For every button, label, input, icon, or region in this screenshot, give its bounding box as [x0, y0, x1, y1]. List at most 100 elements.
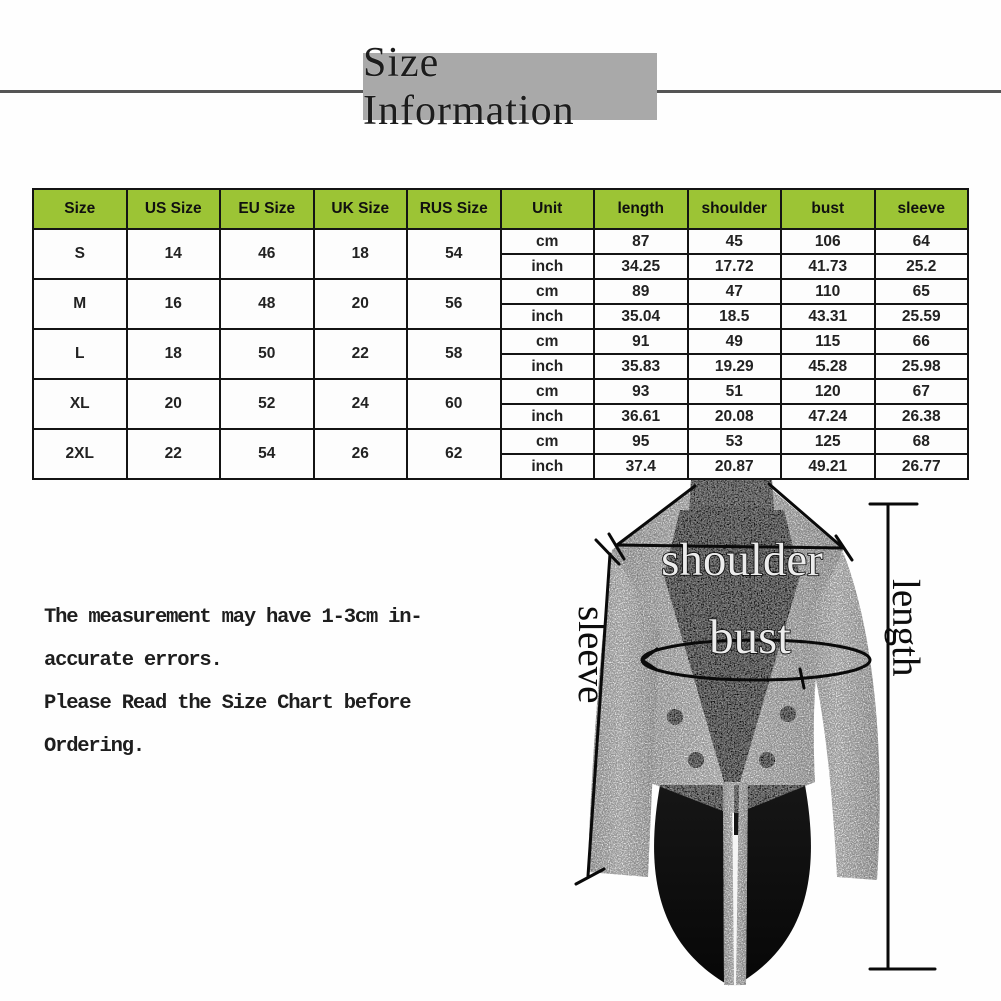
measurement-note: The measurement may have 1-3cm in- accur… — [44, 596, 484, 768]
value-cell: 35.04 — [593, 303, 689, 330]
size-table: Size US Size EU Size UK Size RUS Size Un… — [32, 188, 969, 480]
unit-cell: cm — [499, 228, 595, 255]
value-cell: 45 — [686, 228, 782, 255]
table-row: inch 36.61 20.08 47.24 26.38 — [33, 403, 969, 430]
value-cell: 49 — [686, 328, 782, 355]
value-cell: 95 — [593, 428, 689, 455]
value-cell: 54 — [219, 428, 315, 480]
value-cell: 18.5 — [686, 303, 782, 330]
table-row: inch 37.4 20.87 49.21 26.77 — [33, 453, 969, 480]
value-cell: 54 — [406, 228, 502, 280]
size-cell: L — [32, 328, 128, 380]
note-line: Ordering. — [44, 735, 145, 758]
value-cell: 120 — [780, 378, 876, 405]
value-cell: 41.73 — [780, 253, 876, 280]
title-banner: Size Information — [363, 40, 657, 134]
value-cell: 60 — [406, 378, 502, 430]
value-cell: 48 — [219, 278, 315, 330]
size-cell: XL — [32, 378, 128, 430]
column-header-length: length — [593, 188, 689, 230]
value-cell: 18 — [125, 328, 221, 380]
table-row: L 18 50 22 58 cm 91 49 115 66 — [32, 328, 969, 380]
value-cell: 24 — [312, 378, 408, 430]
value-cell: 22 — [125, 428, 221, 480]
value-cell: 14 — [125, 228, 221, 280]
value-cell: 37.4 — [593, 453, 689, 480]
value-cell: 65 — [873, 278, 969, 305]
value-cell: 50 — [219, 328, 315, 380]
value-cell: 89 — [593, 278, 689, 305]
table-row: S 14 46 18 54 cm 87 45 106 64 — [32, 228, 969, 280]
value-cell: 25.2 — [873, 253, 969, 280]
value-cell: 68 — [873, 428, 969, 455]
jacket-left-tail — [654, 785, 731, 986]
table-row: XL 20 52 24 60 cm 93 51 120 67 — [32, 378, 969, 430]
value-cell: 93 — [593, 378, 689, 405]
value-cell: 67 — [873, 378, 969, 405]
value-cell: 19.29 — [686, 353, 782, 380]
value-cell: 16 — [125, 278, 221, 330]
value-cell: 47 — [686, 278, 782, 305]
note-line: accurate errors. — [44, 649, 223, 672]
length-label: length — [884, 579, 927, 676]
column-header-us-size: US Size — [125, 188, 221, 230]
unit-cell: inch — [499, 253, 595, 280]
size-cell: 2XL — [32, 428, 128, 480]
value-cell: 91 — [593, 328, 689, 355]
value-cell: 36.61 — [593, 403, 689, 430]
column-header-sleeve: sleeve — [873, 188, 969, 230]
table-row: M 16 48 20 56 cm 89 47 110 65 — [32, 278, 969, 330]
value-cell: 35.83 — [593, 353, 689, 380]
table-row: 2XL 22 54 26 62 cm 95 53 125 68 — [32, 428, 969, 480]
jacket-measurement-diagram: shoulder bust sleeve length — [570, 480, 937, 986]
unit-cell: inch — [499, 453, 595, 480]
bust-measure-line — [640, 638, 872, 690]
value-cell: 110 — [780, 278, 876, 305]
unit-cell: cm — [499, 278, 595, 305]
value-cell: 26.77 — [873, 453, 969, 480]
value-cell: 115 — [780, 328, 876, 355]
value-cell: 20 — [125, 378, 221, 430]
value-cell: 22 — [312, 328, 408, 380]
bust-label: bust — [709, 609, 791, 664]
value-cell: 17.72 — [686, 253, 782, 280]
column-header-shoulder: shoulder — [686, 188, 782, 230]
value-cell: 49.21 — [780, 453, 876, 480]
value-cell: 47.24 — [780, 403, 876, 430]
page-title: Size Information — [363, 39, 575, 134]
value-cell: 64 — [873, 228, 969, 255]
value-cell: 52 — [219, 378, 315, 430]
sleeve-label: sleeve — [570, 606, 613, 703]
value-cell: 87 — [593, 228, 689, 255]
value-cell: 106 — [780, 228, 876, 255]
column-header-bust: bust — [780, 188, 876, 230]
size-table-header: Size US Size EU Size UK Size RUS Size Un… — [32, 188, 969, 230]
shoulder-label: shoulder — [661, 534, 823, 586]
table-row: inch 34.25 17.72 41.73 25.2 — [33, 253, 969, 280]
column-header-uk-size: UK Size — [312, 188, 408, 230]
size-cell: M — [32, 278, 128, 330]
length-measure-line — [868, 502, 937, 971]
table-row: inch 35.83 19.29 45.28 25.98 — [33, 353, 969, 380]
shoulder-measure-line — [607, 482, 854, 562]
value-cell: 43.31 — [780, 303, 876, 330]
unit-cell: cm — [499, 428, 595, 455]
column-header-eu-size: EU Size — [219, 188, 315, 230]
sleeve-measure-line — [574, 538, 621, 886]
unit-cell: inch — [499, 353, 595, 380]
unit-cell: cm — [499, 378, 595, 405]
table-row: inch 35.04 18.5 43.31 25.59 — [33, 303, 969, 330]
value-cell: 18 — [312, 228, 408, 280]
value-cell: 20 — [312, 278, 408, 330]
value-cell: 66 — [873, 328, 969, 355]
value-cell: 45.28 — [780, 353, 876, 380]
value-cell: 25.59 — [873, 303, 969, 330]
value-cell: 20.87 — [686, 453, 782, 480]
jacket-right-tail — [734, 785, 811, 986]
value-cell: 26.38 — [873, 403, 969, 430]
value-cell: 53 — [686, 428, 782, 455]
value-cell: 46 — [219, 228, 315, 280]
value-cell: 62 — [406, 428, 502, 480]
unit-cell: cm — [499, 328, 595, 355]
